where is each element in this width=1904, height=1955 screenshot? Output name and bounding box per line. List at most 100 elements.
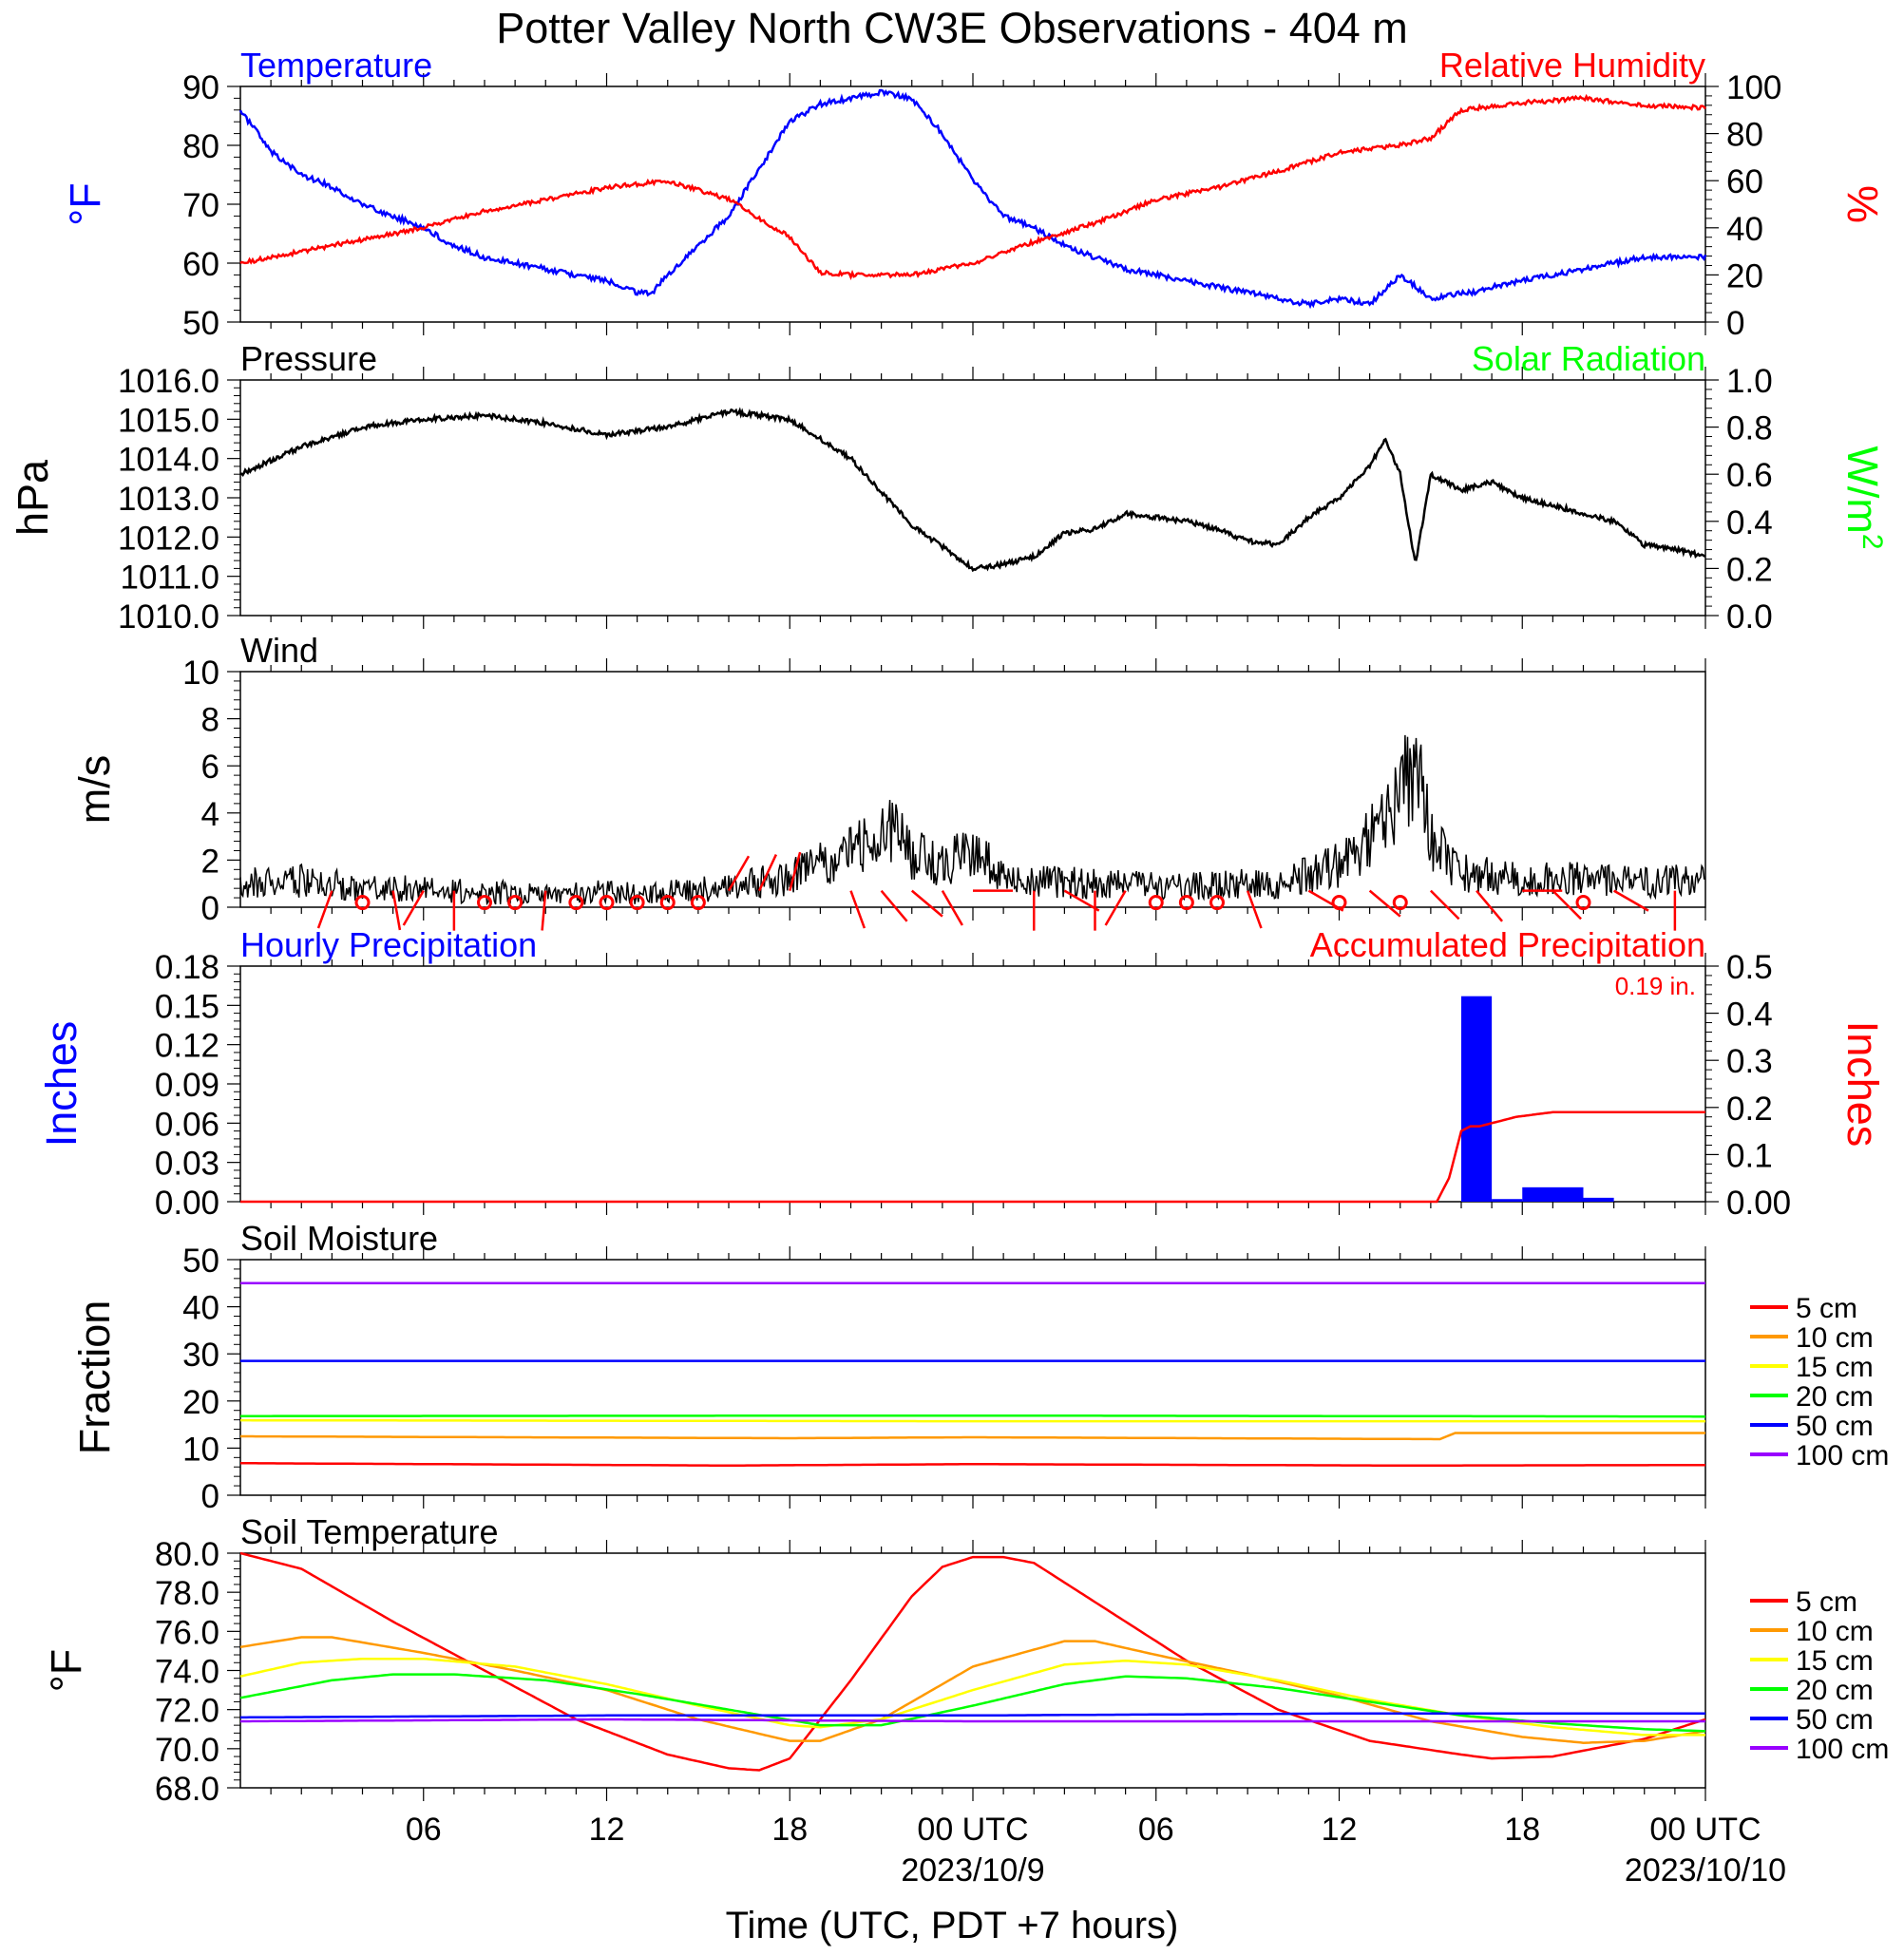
- left-tick-label: 1014.0: [118, 442, 219, 479]
- left-tick-label: 72.0: [155, 1693, 219, 1730]
- right-tick-label: 60: [1726, 163, 1763, 200]
- left-tick-label: 1015.0: [118, 402, 219, 439]
- left-tick-label: 8: [201, 702, 219, 739]
- left-tick-label: 4: [201, 796, 219, 833]
- calm-wind-marker: [599, 895, 615, 911]
- left-tick-label: 10: [182, 655, 219, 692]
- legend-label: 50 cm: [1796, 1411, 1874, 1442]
- right-tick-label: 1.0: [1726, 363, 1773, 400]
- time-axis: 06 12 18 00 UTC 06 12 18 00 UTC 2023/10/9 2023/10…: [406, 1812, 1786, 1889]
- accum-precip-line: [240, 1110, 1705, 1204]
- temperature-line: [238, 88, 1707, 310]
- calm-wind-marker: [1178, 895, 1194, 911]
- accum-precip-title: Accumulated Precipitation: [1310, 925, 1705, 964]
- left-tick-label: 0.15: [155, 988, 219, 1025]
- left-tick-label: 1016.0: [118, 363, 219, 400]
- wind-barb: [1063, 889, 1100, 912]
- precip-bar: [1583, 1197, 1614, 1202]
- accum-axis-label: Inches: [1838, 1021, 1887, 1148]
- left-tick-label: 68.0: [155, 1771, 219, 1808]
- left-tick-label: 0.06: [155, 1106, 219, 1143]
- rh-title: Relative Humidity: [1439, 46, 1705, 85]
- left-tick-label: 2: [201, 843, 219, 880]
- x-tick-label: 06: [1138, 1812, 1174, 1848]
- soil_temp-line: [239, 1657, 1705, 1737]
- right-tick-label: 0.00: [1726, 1185, 1791, 1222]
- legend-label: 100 cm: [1796, 1734, 1889, 1765]
- date-label: 2023/10/10: [1625, 1852, 1786, 1889]
- right-tick-label: 0.4: [1726, 504, 1773, 541]
- wind-barb: [1368, 889, 1401, 918]
- precip-bar: [1492, 1199, 1523, 1202]
- panel-precip: 0.000.030.060.090.120.150.180.000.10.20.…: [37, 925, 1887, 1222]
- legend-label: 10 cm: [1796, 1616, 1874, 1647]
- left-tick-label: 0: [201, 890, 219, 927]
- wind-barb: [727, 855, 751, 892]
- panel-soil_temp: 68.070.072.074.076.078.080.0 Soil Tempera…: [42, 1512, 1889, 1808]
- right-tick-label: 100: [1726, 69, 1781, 106]
- soil_temp-axis-label: °F: [42, 1649, 90, 1692]
- soil_moisture-line: [240, 1418, 1705, 1423]
- soil_temp-line: [240, 1718, 1705, 1723]
- left-tick-label: 0.00: [155, 1185, 219, 1222]
- legend-label: 20 cm: [1796, 1675, 1874, 1706]
- wind-barb: [880, 889, 908, 922]
- calm-wind-marker: [659, 895, 676, 911]
- right-tick-label: 0.3: [1726, 1043, 1773, 1080]
- right-tick-label: 20: [1726, 257, 1763, 294]
- legend-label: 100 cm: [1796, 1440, 1889, 1471]
- wind-barb: [1429, 889, 1460, 921]
- wind-title: Wind: [240, 631, 318, 670]
- wind-barb: [316, 890, 333, 929]
- calm-wind-marker: [1392, 895, 1408, 911]
- left-tick-label: 20: [182, 1384, 219, 1421]
- wind-barb: [1307, 889, 1344, 912]
- left-tick-label: 0: [201, 1478, 219, 1515]
- solar-axis-label: W/m2: [1838, 446, 1889, 549]
- left-tick-label: 6: [201, 749, 219, 786]
- soil_temp-title: Soil Temperature: [240, 1512, 498, 1551]
- left-tick-label: 74.0: [155, 1654, 219, 1691]
- calm-wind-marker: [1148, 895, 1164, 911]
- left-tick-label: 80.0: [155, 1536, 219, 1573]
- right-tick-label: 0.2: [1726, 1091, 1773, 1128]
- calm-wind-marker: [568, 895, 584, 911]
- left-tick-label: 80: [182, 128, 219, 165]
- right-tick-label: 0.4: [1726, 996, 1773, 1034]
- right-tick-label: 40: [1726, 211, 1763, 248]
- precip-bar: [1461, 996, 1493, 1202]
- wind-barb: [402, 890, 425, 926]
- pressure-axis-label: hPa: [9, 459, 57, 536]
- left-tick-label: 0.03: [155, 1146, 219, 1183]
- plot-frame: [239, 1259, 1706, 1496]
- left-tick-label: 40: [182, 1290, 219, 1327]
- left-tick-label: 1011.0: [121, 560, 219, 597]
- wind-barb: [1246, 890, 1263, 929]
- legend-label: 15 cm: [1796, 1352, 1874, 1383]
- legend-label: 5 cm: [1796, 1293, 1857, 1324]
- left-tick-label: 50: [182, 305, 219, 342]
- legend-label: 50 cm: [1796, 1704, 1874, 1736]
- solar-title: Solar Radiation: [1472, 339, 1705, 378]
- wind-barb: [910, 889, 943, 918]
- right-tick-label: 0.0: [1726, 598, 1773, 636]
- soil_moisture-line: [240, 1432, 1705, 1441]
- left-tick-label: 1010.0: [118, 598, 219, 636]
- wind-barb: [941, 890, 963, 926]
- wind-barb: [391, 890, 402, 931]
- soil_moisture-title: Soil Moisture: [240, 1219, 438, 1258]
- pressure-line: [240, 407, 1706, 573]
- x-tick-label: 00 UTC: [1649, 1812, 1761, 1848]
- calm-wind-marker: [629, 895, 645, 911]
- soil_temp-line: [240, 1712, 1705, 1719]
- panel-wind: 0 2 4 6 8 10 Wind m/s: [70, 631, 1706, 931]
- left-tick-label: 30: [182, 1337, 219, 1374]
- left-tick-label: 50: [182, 1243, 219, 1280]
- calm-wind-marker: [477, 895, 492, 911]
- panel-temp_rh: 50 60 70 80 90 0 20 40 60 80 100 Temperature Relativ…: [61, 46, 1887, 342]
- plot-frame: [239, 1552, 1706, 1789]
- x-tick-label: 00 UTC: [917, 1812, 1028, 1848]
- right-tick-label: 80: [1726, 117, 1763, 154]
- temperature-title: Temperature: [240, 46, 432, 85]
